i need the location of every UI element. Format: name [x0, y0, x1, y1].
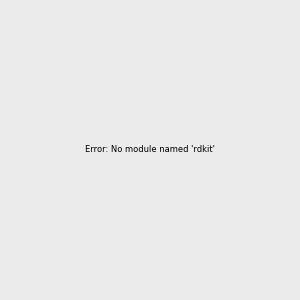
- Text: Error: No module named 'rdkit': Error: No module named 'rdkit': [85, 146, 215, 154]
